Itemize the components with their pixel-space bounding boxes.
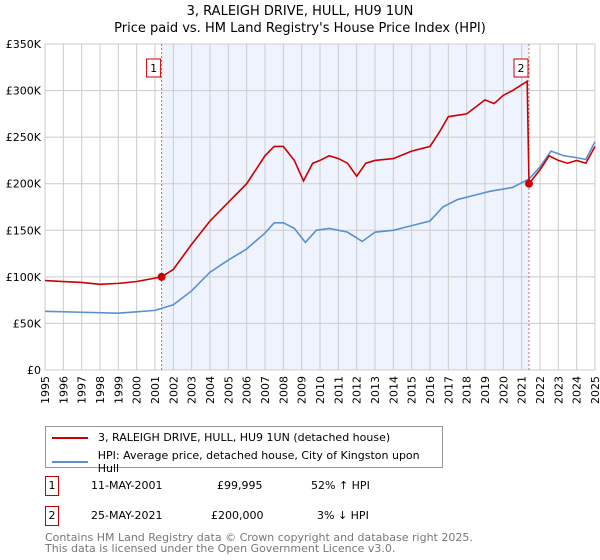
transaction-price: £99,995 xyxy=(217,479,263,492)
footer-line: This data is licensed under the Open Gov… xyxy=(45,542,396,555)
chart-title: 3, RALEIGH DRIVE, HULL, HU9 1UN xyxy=(186,4,414,19)
x-tick-label: 2020 xyxy=(497,376,510,404)
price-chart: 1995 1996 1997 1998 1999 2000 2001 2002 2003 2004… xyxy=(6,38,600,404)
sale-point xyxy=(525,179,533,188)
y-tick-label: £300K xyxy=(6,85,42,98)
x-tick-label: 1998 xyxy=(94,376,107,404)
y-tick-label: £250K xyxy=(6,131,42,144)
annotation-box xyxy=(146,58,162,78)
marker-badge: 1 xyxy=(45,476,59,496)
x-tick-label: 2014 xyxy=(387,376,400,404)
x-tick-label: 2017 xyxy=(442,376,455,404)
legend-swatch-red xyxy=(52,436,88,439)
marker-badge: 2 xyxy=(45,506,59,526)
chart-subtitle: Price paid vs. HM Land Registry's House … xyxy=(114,21,486,36)
transaction-date: 25-MAY-2021 xyxy=(91,509,163,522)
x-tick-label: 2003 xyxy=(186,376,199,404)
x-tick-label: 2015 xyxy=(406,376,419,404)
x-tick-label: 2009 xyxy=(296,376,309,404)
shaded-period xyxy=(161,44,529,370)
x-tick-label: 2010 xyxy=(314,376,327,404)
x-tick-label: 2019 xyxy=(479,376,492,404)
transaction-row: 1 11-MAY-2001 £99,995 52% ↑ HPI xyxy=(45,476,445,496)
x-tick-label: 2000 xyxy=(131,376,144,404)
x-tick-label: 2001 xyxy=(149,376,162,404)
transaction-hpi: 52% ↑ HPI xyxy=(311,479,370,492)
sale-point xyxy=(157,272,166,281)
x-tick-label: 2016 xyxy=(424,376,437,404)
y-tick-label: £0 xyxy=(27,364,41,377)
x-tick-label: 2005 xyxy=(222,376,235,404)
x-tick-label: 2024 xyxy=(571,376,584,404)
x-tick-label: 2013 xyxy=(369,376,382,404)
y-tick-label: £150K xyxy=(6,224,42,237)
x-tick-label: 2018 xyxy=(461,376,474,404)
property-price-line xyxy=(44,79,596,286)
footer-line: Contains HM Land Registry data © Crown c… xyxy=(45,531,473,544)
y-tick-label: £50K xyxy=(13,317,42,330)
transaction-price: £200,000 xyxy=(211,509,264,522)
x-tick-label: 2007 xyxy=(259,376,272,404)
x-tick-label: 2008 xyxy=(277,376,290,404)
y-tick-label: £350K xyxy=(6,38,42,51)
x-tick-label: 2011 xyxy=(332,376,345,404)
x-tick-label: 2023 xyxy=(552,376,565,404)
x-tick-label: 1999 xyxy=(112,376,125,404)
x-tick-label: 2006 xyxy=(241,376,254,404)
x-tick-label: 2012 xyxy=(351,376,364,404)
legend-item-hpi: HPI: Average price, detached house, City… xyxy=(52,449,442,475)
legend-label: 3, RALEIGH DRIVE, HULL, HU9 1UN (detache… xyxy=(98,431,391,444)
y-tick-label: £200K xyxy=(6,178,42,191)
x-tick-label: 2002 xyxy=(167,376,180,404)
transaction-date: 11-MAY-2001 xyxy=(91,479,163,492)
x-tick-label: 2021 xyxy=(516,376,529,404)
legend-label: HPI: Average price, detached house, City… xyxy=(97,449,420,475)
x-tick-label: 2004 xyxy=(204,376,217,404)
transaction-row: 2 25-MAY-2021 £200,000 3% ↓ HPI xyxy=(45,506,445,526)
y-tick-label: £100K xyxy=(6,271,42,284)
footer: Contains HM Land Registry data © Crown c… xyxy=(45,532,473,554)
x-tick-label: 1996 xyxy=(57,376,70,404)
plot-border xyxy=(44,43,596,371)
annotation-box xyxy=(513,58,529,78)
transaction-hpi: 3% ↓ HPI xyxy=(317,509,369,522)
legend-swatch-blue xyxy=(52,461,88,463)
x-tick-label: 2022 xyxy=(534,376,547,404)
x-tick-label: 2025 xyxy=(589,376,600,404)
annotation-label: 2 xyxy=(518,62,525,75)
annotation-label: 1 xyxy=(150,62,157,75)
x-tick-label: 1995 xyxy=(39,376,52,404)
legend: 3, RALEIGH DRIVE, HULL, HU9 1UN (detache… xyxy=(45,426,443,475)
x-tick-label: 1997 xyxy=(76,376,89,404)
hpi-line xyxy=(44,141,596,314)
legend-item-property: 3, RALEIGH DRIVE, HULL, HU9 1UN (detache… xyxy=(52,431,390,444)
